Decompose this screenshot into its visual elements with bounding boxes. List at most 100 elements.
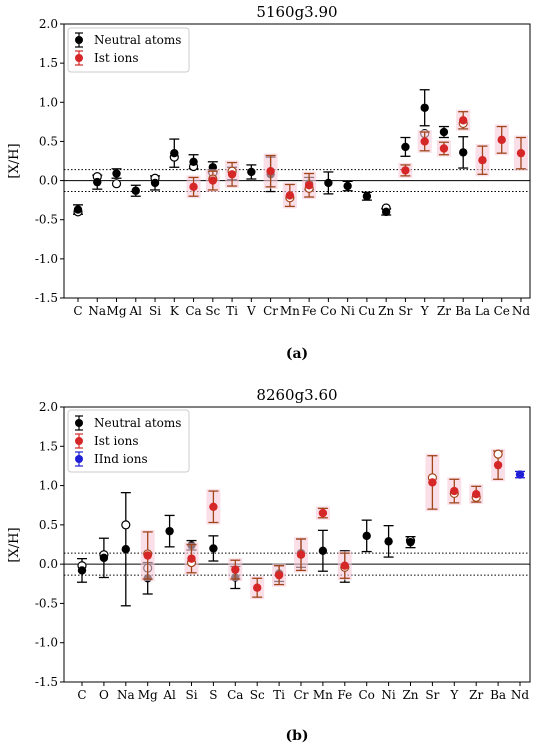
data-point-ist-ions-mg: [140, 529, 155, 582]
filled-marker: [209, 544, 218, 553]
data-point-ist-ions-ce: [494, 124, 509, 156]
legend-marker: [75, 36, 83, 44]
x-tick-label: Si: [149, 304, 161, 318]
data-point-ist-ions-fe: [302, 171, 317, 200]
legend-marker: [75, 419, 83, 427]
filled-marker: [121, 545, 130, 554]
x-tick-label: Y: [449, 688, 459, 702]
x-tick-label: Ba: [455, 304, 471, 318]
data-point-ist-ions-la: [475, 144, 490, 177]
filled-marker: [77, 566, 87, 575]
filled-marker: [439, 144, 449, 153]
data-point-neutral-atoms-v: [246, 164, 257, 180]
filled-marker: [150, 178, 160, 188]
data-point-iind-ions-nd: [515, 470, 525, 479]
filled-marker: [324, 178, 333, 188]
data-point-neutral-atoms-na: [92, 172, 103, 190]
legend-item: Neutral atoms: [75, 415, 181, 431]
open-marker: [121, 520, 131, 530]
y-axis-label: [X/H]: [7, 143, 22, 178]
data-point-neutral-atoms-al: [130, 184, 141, 197]
filled-marker: [189, 157, 198, 166]
filled-marker: [99, 553, 109, 563]
legend-item: Ist ions: [75, 50, 138, 66]
filled-marker: [208, 176, 218, 185]
legend: Neutral atoms Ist ions: [67, 27, 190, 73]
legend-marker: [75, 54, 83, 62]
x-tick-label: Nd: [512, 304, 531, 318]
filled-marker: [187, 554, 196, 563]
data-point-neutral-atoms-al: [164, 514, 175, 548]
x-tick-label: Al: [129, 304, 143, 318]
x-tick-label: Zn: [378, 304, 394, 318]
x-tick-label: Fe: [302, 304, 317, 318]
y-tick-label: 2.0: [39, 400, 58, 414]
data-point-ist-ions-ca: [228, 558, 243, 582]
data-point-neutral-atoms-ca: [188, 154, 199, 172]
y-tick-label: 2.0: [39, 17, 58, 31]
filled-marker: [497, 135, 506, 145]
data-point-neutral-atoms-na: [120, 491, 131, 607]
filled-marker: [420, 103, 429, 112]
x-tick-label: Na: [88, 304, 106, 318]
y-axis-label: [X/H]: [7, 527, 22, 562]
x-tick-label: Zn: [402, 688, 418, 702]
filled-marker: [285, 191, 295, 200]
x-tick-label: Cr: [294, 688, 309, 702]
y-tick-label: -0.5: [35, 596, 58, 610]
legend: Neutral atoms Ist ions IInd ions: [67, 409, 190, 473]
x-tick-label: Sc: [205, 304, 220, 318]
data-point-neutral-atoms-co: [361, 519, 372, 553]
data-point-ist-ions-cr: [263, 153, 278, 189]
x-tick-label: V: [246, 304, 256, 318]
y-tick-label: -1.5: [35, 291, 58, 305]
filled-marker: [493, 460, 503, 470]
legend-item: Ist ions: [75, 433, 138, 449]
filled-marker: [318, 546, 328, 555]
x-tick-label: Zr: [469, 688, 483, 702]
chart-title: 8260g3.60: [256, 386, 337, 404]
filled-marker: [362, 531, 371, 541]
filled-marker: [165, 526, 174, 536]
filled-marker: [170, 148, 179, 158]
filled-marker: [274, 570, 284, 580]
y-tick-label: -1.0: [35, 636, 58, 650]
legend-label: Ist ions: [94, 51, 138, 65]
y-tick-label: 0.0: [39, 557, 58, 571]
x-tick-label: Ti: [226, 304, 238, 318]
data-point-ist-ions-y: [417, 130, 432, 153]
data-point-neutral-atoms-sr: [400, 136, 411, 157]
data-point-ist-ions-s: [206, 489, 221, 525]
x-tick-label: Co: [358, 688, 374, 702]
data-point-neutral-atoms-ba: [458, 136, 469, 169]
data-point-neutral-atoms-o: [98, 537, 109, 579]
filled-marker: [143, 551, 152, 560]
data-point-ist-ions-ba: [456, 109, 471, 131]
legend-label: IInd ions: [94, 452, 148, 466]
x-tick-label: Mn: [280, 304, 300, 318]
x-tick-label: Co: [320, 304, 336, 318]
data-point-ist-ions-sr: [398, 162, 413, 178]
filled-marker: [515, 470, 525, 479]
filled-marker: [362, 192, 372, 201]
filled-marker: [450, 486, 459, 496]
filled-marker: [189, 182, 198, 192]
legend-marker: [75, 455, 83, 463]
data-point-neutral-atoms-zn: [405, 535, 416, 549]
legend-label: Ist ions: [94, 434, 138, 448]
y-tick-label: 1.0: [39, 479, 58, 493]
filled-marker: [340, 561, 349, 570]
x-tick-label: Si: [185, 688, 197, 702]
data-point-ist-ions-sr: [425, 453, 440, 512]
x-tick-label: Y: [420, 304, 430, 318]
data-point-neutral-atoms-zn: [381, 203, 392, 217]
data-point-neutral-atoms-mg: [111, 168, 122, 189]
data-point-ist-ions-y: [447, 477, 462, 505]
filled-marker: [247, 167, 256, 177]
filled-marker: [478, 156, 487, 165]
y-tick-label: -0.5: [35, 213, 58, 227]
data-point-ist-ions-zr: [436, 140, 451, 157]
x-tick-label: Nd: [511, 688, 530, 702]
